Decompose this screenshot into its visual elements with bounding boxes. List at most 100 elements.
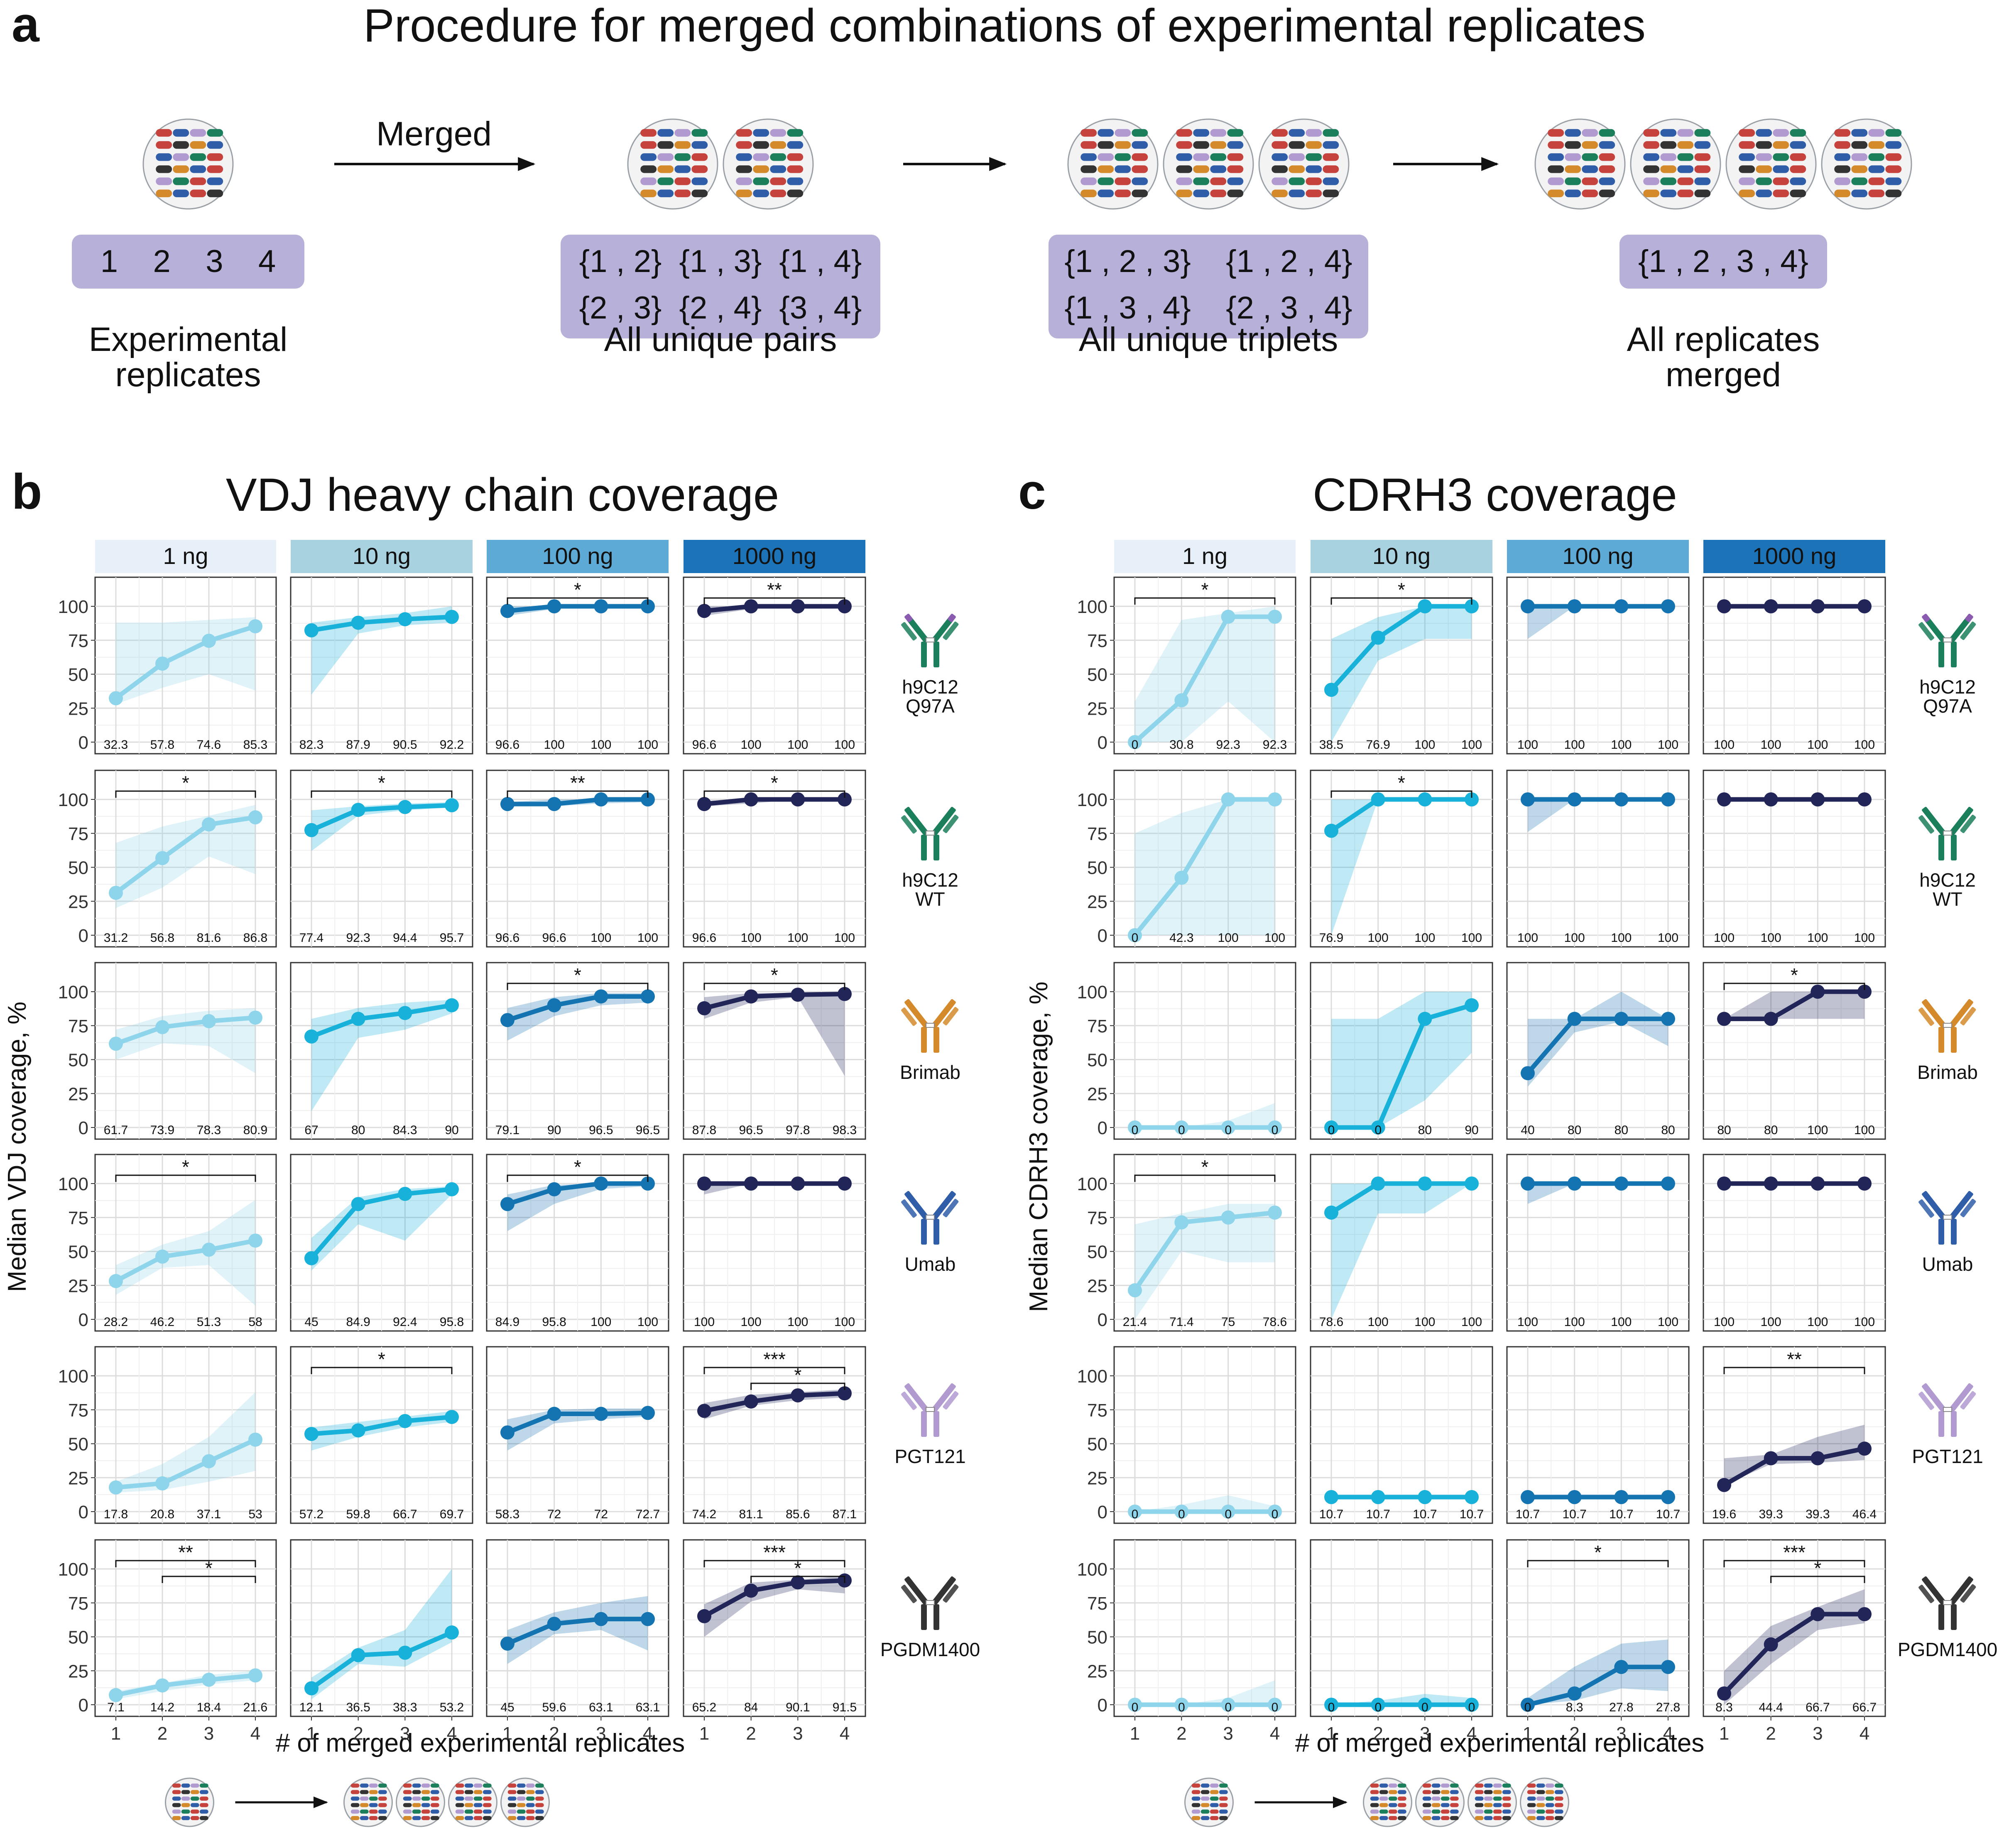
replicate-set-text: {1 , 2} {1 , 3} {1 , 4} — [579, 244, 862, 279]
plate-well — [350, 1790, 360, 1794]
y-tick-label: 0 — [78, 1118, 88, 1138]
plate-well — [1397, 1803, 1406, 1807]
plate-well — [1422, 1797, 1431, 1801]
plate-well — [1191, 1816, 1200, 1820]
plate-well — [190, 1797, 199, 1801]
plate-well — [360, 1803, 369, 1807]
plate-well — [1834, 153, 1851, 161]
y-tick-label: 25 — [1087, 1084, 1107, 1104]
data-label: 0 — [1225, 1701, 1232, 1714]
plate-well — [378, 1809, 387, 1814]
plate-well — [1694, 153, 1711, 161]
plate-well — [173, 141, 189, 149]
data-point — [1418, 1698, 1432, 1712]
range-band — [1528, 1640, 1668, 1705]
antibody-name: PGT121 — [894, 1446, 965, 1467]
data-label: 100 — [1414, 738, 1435, 752]
antibody-hinge — [926, 1600, 935, 1605]
plate-well — [1885, 177, 1902, 185]
antibody-arm-heavy — [932, 810, 953, 836]
subplot: 100 100 100 100 — [1703, 576, 1886, 755]
range-band — [1135, 1680, 1275, 1705]
plate-well — [1484, 1790, 1493, 1794]
facet-label: 1000 ng — [733, 543, 816, 569]
plate-well — [378, 1797, 387, 1801]
plate-well — [736, 165, 752, 173]
data-label: 100 — [834, 738, 855, 752]
data-label: 100 — [1564, 931, 1585, 945]
data-point — [109, 885, 123, 900]
significance-label: ** — [767, 579, 782, 600]
antibody-name: h9C12 — [1919, 676, 1976, 698]
antibody-arm — [1918, 999, 1946, 1028]
plate-well — [369, 1809, 378, 1814]
plate-well — [369, 1783, 378, 1788]
facet-label: 1 ng — [163, 543, 208, 569]
plate-well — [190, 1809, 199, 1814]
step-caption: All unique triplets — [1079, 321, 1338, 358]
data-point — [304, 1029, 318, 1044]
plate-well — [360, 1816, 369, 1820]
plate-well — [1370, 1809, 1379, 1814]
plate-well — [421, 1783, 430, 1788]
plate-well — [190, 1783, 199, 1788]
significance-label: * — [771, 964, 778, 986]
plate-well — [1200, 1803, 1210, 1807]
plate-well — [770, 189, 786, 197]
x-tick-label: 3 — [204, 1723, 214, 1744]
y-tick-label: 0 — [78, 1310, 88, 1330]
data-label: 100 — [1761, 1315, 1781, 1329]
plate-well — [412, 1809, 421, 1814]
plate-well — [1289, 189, 1305, 197]
data-point — [1128, 1698, 1142, 1712]
antibody-arm-heavy — [1949, 617, 1971, 643]
plate-well — [1441, 1797, 1450, 1801]
range-band — [1528, 992, 1668, 1087]
plate-well — [473, 1797, 483, 1801]
y-tick-label: 25 — [1087, 1468, 1107, 1488]
antibody-arm-light — [943, 1199, 959, 1218]
plate-well — [736, 141, 752, 149]
data-label: 72 — [594, 1507, 608, 1521]
plate-well — [403, 1816, 412, 1820]
plate-well — [640, 165, 657, 173]
data-point — [791, 599, 805, 613]
antibody-name: PGDM1400 — [1898, 1639, 1997, 1660]
antibody-name: h9C12 — [1919, 869, 1976, 891]
plate-well — [1388, 1803, 1397, 1807]
data-point — [1221, 1210, 1235, 1225]
data-point — [1764, 792, 1778, 806]
data-label: 61.7 — [104, 1123, 128, 1137]
data-label: 100 — [1368, 1315, 1389, 1329]
plate-well — [1450, 1803, 1459, 1807]
range-band — [1528, 1184, 1668, 1204]
plate-well — [1080, 189, 1097, 197]
antibody-heavy-chain — [1951, 1219, 1957, 1245]
antibody-tip — [904, 1383, 913, 1392]
data-label: 90 — [547, 1123, 561, 1137]
plate-well — [753, 141, 769, 149]
antibody-arm — [932, 1383, 959, 1412]
data-label: 0 — [1132, 1507, 1139, 1521]
plate-well — [1548, 141, 1564, 149]
y-tick-label: 0 — [78, 1695, 88, 1716]
data-label: 80 — [1661, 1123, 1675, 1137]
data-label: 81.1 — [739, 1507, 763, 1521]
range-band — [116, 1008, 255, 1074]
plate-well — [1450, 1816, 1459, 1820]
x-tick-label: 1 — [111, 1723, 121, 1744]
data-point — [1857, 985, 1872, 999]
plate-well — [1289, 153, 1305, 161]
data-point — [547, 1182, 561, 1196]
data-point — [547, 1407, 561, 1421]
data-label: 75 — [1221, 1315, 1235, 1329]
plate-well — [199, 1816, 208, 1820]
data-point — [1418, 599, 1432, 613]
plate-well — [736, 153, 752, 161]
plate-well — [1191, 1790, 1200, 1794]
significance-label: * — [378, 772, 385, 794]
data-point — [202, 1243, 216, 1257]
facet-strip — [1507, 540, 1689, 573]
antibody-hinge — [926, 637, 935, 642]
antibody-icon — [1918, 1576, 1976, 1630]
